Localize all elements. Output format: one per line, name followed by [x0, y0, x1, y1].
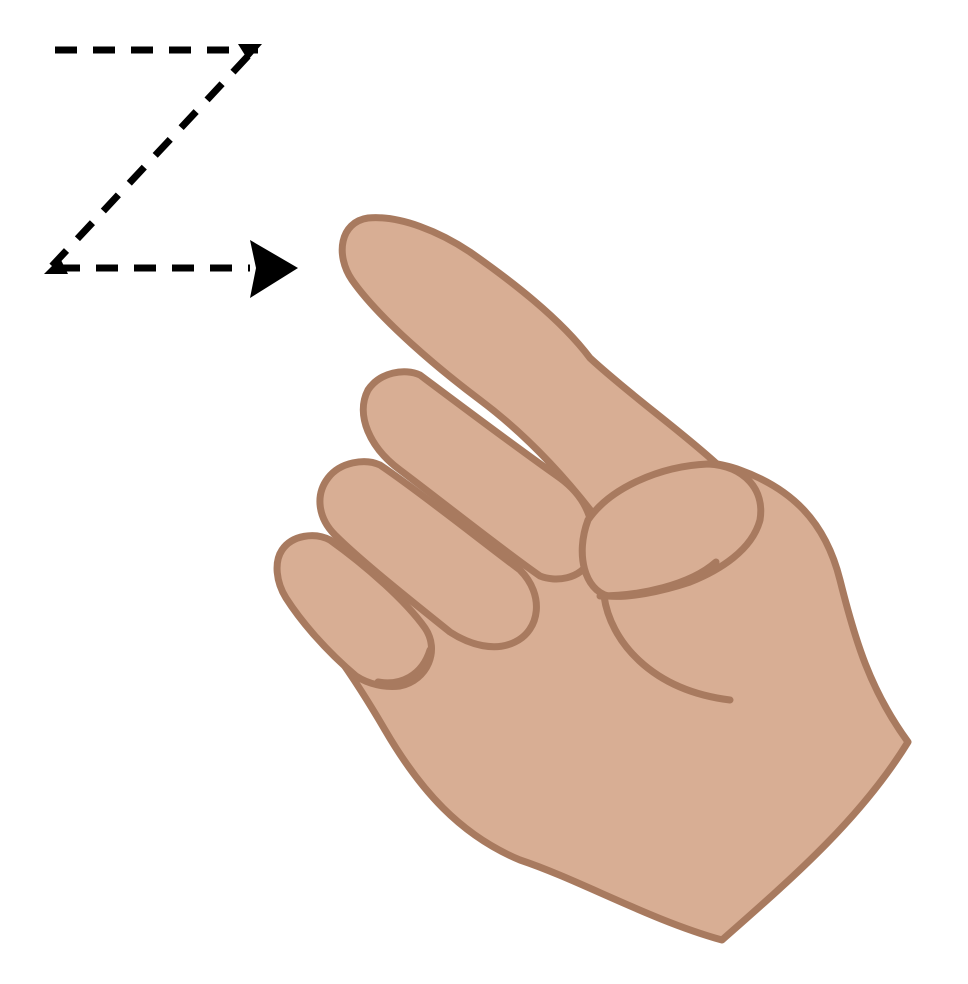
z-top-corner-cap [238, 44, 262, 60]
hand-little-finger-crease [374, 646, 434, 687]
z-bottom-corner-cap [44, 258, 68, 274]
hand-thumb-crease [596, 558, 720, 600]
pointing-hand-icon [273, 214, 912, 944]
hand-little-finger [273, 532, 435, 690]
arrowhead-icon [250, 240, 298, 298]
hand-palm-crease [600, 592, 734, 704]
hand-ring-finger [316, 458, 540, 651]
z-corner-caps [44, 44, 262, 274]
dashed-z-stroke-icon [49, 46, 258, 272]
z-diagonal-stroke [49, 53, 251, 269]
